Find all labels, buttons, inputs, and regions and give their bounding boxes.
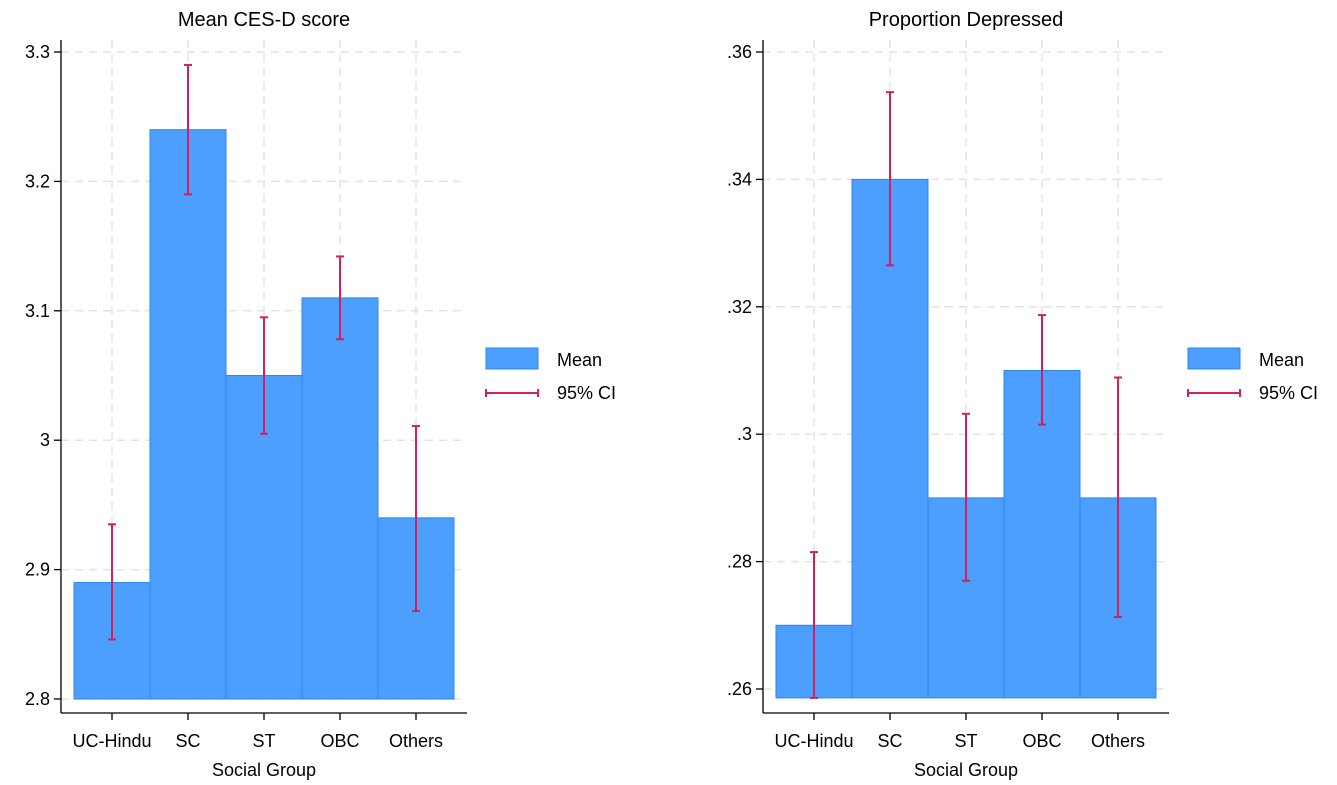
y-tick-label: .26 xyxy=(727,679,752,699)
legend: Mean 95% CI xyxy=(485,347,616,403)
y-tick-label: .3 xyxy=(737,424,752,444)
y-tick-label: .32 xyxy=(727,297,752,317)
ci-bar-others xyxy=(1114,376,1122,619)
legend-label-mean: Mean xyxy=(557,350,602,370)
x-tick-label-sc: SC xyxy=(877,731,902,751)
legend-label-ci: 95% CI xyxy=(1259,383,1318,403)
x-tick-label-st: ST xyxy=(252,731,275,751)
ci-bar-st xyxy=(962,412,970,582)
ci-bar-uc-hindu xyxy=(108,523,116,641)
y-tick-label: 3.2 xyxy=(25,171,50,191)
bars xyxy=(775,178,1157,699)
legend-label-mean: Mean xyxy=(1259,350,1304,370)
x-tick-label-others: Others xyxy=(389,731,443,751)
chart-title: Mean CES-D score xyxy=(178,9,350,31)
y-tick-label: 3 xyxy=(40,430,50,450)
legend-swatch-mean xyxy=(1187,347,1241,370)
bars xyxy=(73,129,455,700)
error-bars xyxy=(810,91,1122,699)
x-axis-title: Social Group xyxy=(914,760,1018,780)
legend-swatch-mean xyxy=(485,347,539,370)
legend-label-ci: 95% CI xyxy=(557,383,616,403)
chart-panel-1: .26 .28 .3 .32 .34 .36 UC-Hindu SC ST OBC Others Pr… xyxy=(727,9,1318,780)
x-tick-label-sc: SC xyxy=(175,731,200,751)
chart-panel-0: 2.8 2.9 3 3.1 3.2 3.3 UC-Hindu SC ST OBC Others Mea… xyxy=(25,9,616,780)
ci-bar-others xyxy=(412,424,420,613)
legend: Mean 95% CI xyxy=(1187,347,1318,403)
y-tick-label: .28 xyxy=(727,552,752,572)
y-tick-label: .34 xyxy=(727,169,752,189)
bar-obc xyxy=(301,297,379,700)
x-tick-label-obc: OBC xyxy=(320,731,359,751)
x-tick-label-others: Others xyxy=(1091,731,1145,751)
x-axis-title: Social Group xyxy=(212,760,316,780)
y-tick-label: 2.9 xyxy=(25,560,50,580)
y-tick-label: 2.8 xyxy=(25,689,50,709)
ci-bar-obc xyxy=(1038,314,1046,426)
x-tick-label-uc-hindu: UC-Hindu xyxy=(774,731,853,751)
chart-title: Proportion Depressed xyxy=(869,9,1064,31)
error-bars xyxy=(108,63,420,641)
x-tick-label-st: ST xyxy=(954,731,977,751)
bar-sc xyxy=(149,129,227,700)
ci-bar-st xyxy=(260,316,268,435)
x-tick-label-obc: OBC xyxy=(1022,731,1061,751)
y-tick-label: 3.1 xyxy=(25,301,50,321)
y-tick-label: .36 xyxy=(727,42,752,62)
x-tick-label-uc-hindu: UC-Hindu xyxy=(72,731,151,751)
ci-bar-sc xyxy=(886,91,894,267)
ci-bar-obc xyxy=(336,255,344,341)
y-tick-label: 3.3 xyxy=(25,42,50,62)
ci-bar-sc xyxy=(184,63,192,196)
ci-bar-uc-hindu xyxy=(810,551,818,699)
